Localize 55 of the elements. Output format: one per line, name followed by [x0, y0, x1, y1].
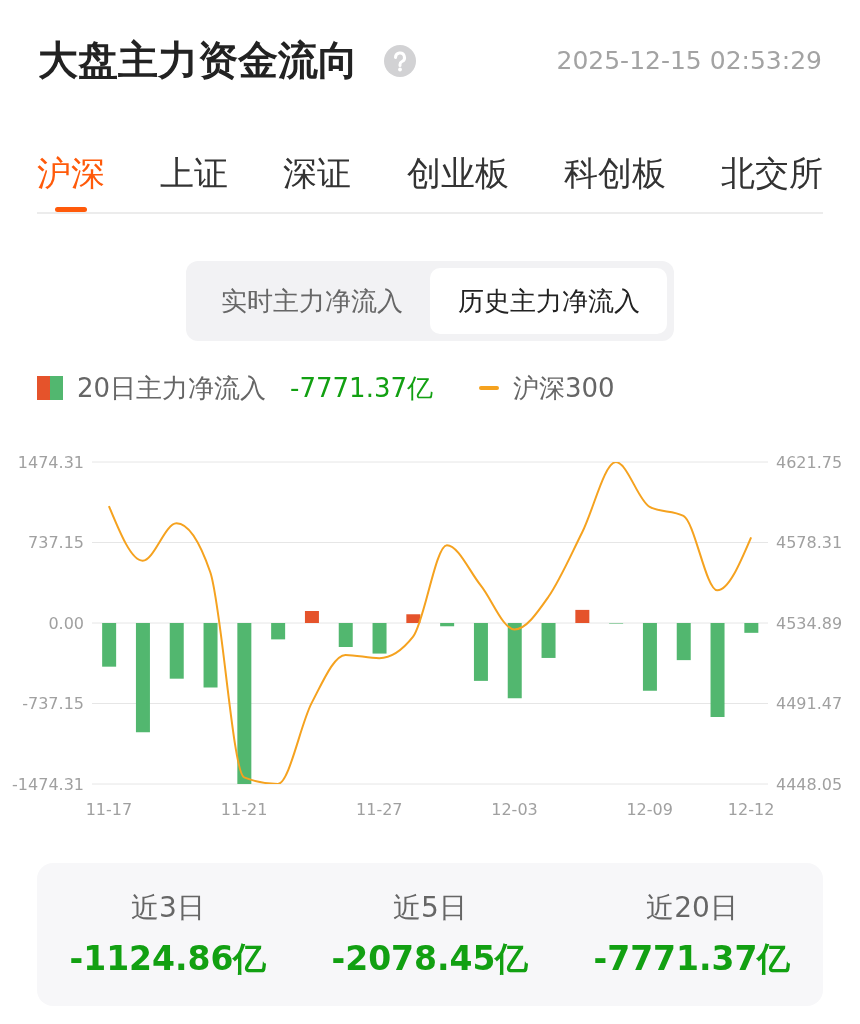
text: 北交所 — [720, 152, 823, 195]
y-tick-label: -1474.31 — [12, 774, 84, 794]
line-series — [107, 462, 753, 784]
y2-tick-label: 4534.89 — [776, 613, 843, 633]
legend-label: 20日主力净流入 — [77, 371, 267, 405]
x-tick-label: 11-17 — [85, 800, 133, 820]
x-tick-label: 12-12 — [727, 800, 775, 820]
text: -7771.37亿 — [290, 371, 433, 405]
x-tick-label: 12-03 — [491, 800, 538, 820]
y2-tick-label: 4621.75 — [776, 452, 843, 472]
bar — [575, 609, 590, 623]
text: 上证 — [160, 152, 229, 195]
x-tick-label: 12-09 — [626, 800, 673, 820]
bar — [271, 623, 286, 640]
text: 实时主力净流入 — [219, 284, 404, 318]
bar — [710, 623, 725, 717]
bar — [338, 623, 353, 648]
text: 创业板 — [406, 152, 509, 195]
bar — [744, 623, 759, 633]
y-tick-label: 737.15 — [28, 533, 84, 553]
text: 近3日 — [131, 891, 205, 925]
bar — [473, 623, 488, 681]
x-tick-label: 11-21 — [220, 800, 268, 820]
text: 历史主力净流入 — [430, 268, 667, 334]
text: -7771.37亿 — [593, 939, 791, 979]
bar — [135, 623, 150, 733]
text: 深证 — [283, 152, 352, 195]
bar — [203, 623, 218, 688]
text: 2025-12-15 02:53:29 — [556, 46, 822, 76]
text: 近5日 — [393, 891, 467, 925]
text: -1124.86亿 — [69, 939, 267, 979]
bar — [102, 623, 117, 667]
text: 沪深 — [37, 152, 105, 195]
y-tick-label: -737.15 — [22, 694, 84, 714]
bar — [169, 623, 184, 679]
bar — [372, 623, 387, 654]
chart-title: 大盘主力资金流向 — [38, 37, 358, 83]
text: 近20日 — [646, 891, 738, 925]
y2-tick-label: 4491.47 — [776, 694, 843, 714]
bar — [406, 614, 421, 623]
y-tick-label: 1474.31 — [17, 452, 84, 472]
x-tick-label: 11-27 — [356, 800, 403, 820]
bar — [237, 623, 252, 784]
y2-tick-label: 4448.05 — [776, 774, 843, 794]
y-tick-label: 0.00 — [48, 613, 84, 633]
bar — [304, 610, 319, 623]
bar — [541, 623, 556, 658]
text: -2078.45亿 — [331, 939, 529, 979]
bar — [507, 623, 522, 699]
bar — [676, 623, 691, 661]
bar — [642, 623, 657, 691]
legend-label: 沪深300 — [513, 371, 615, 405]
bar — [440, 623, 455, 627]
text: 科创板 — [563, 152, 666, 195]
y2-tick-label: 4578.31 — [776, 533, 843, 553]
